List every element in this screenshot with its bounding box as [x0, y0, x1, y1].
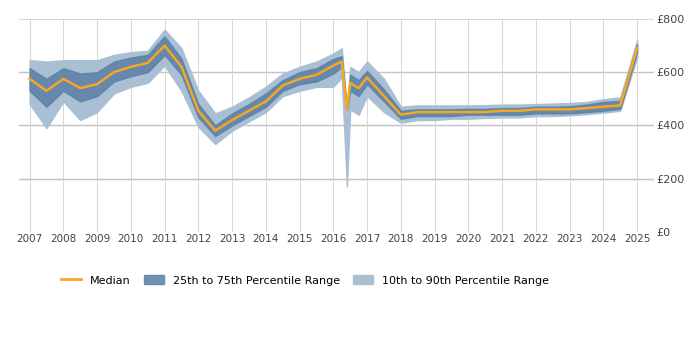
Legend: Median, 25th to 75th Percentile Range, 10th to 90th Percentile Range: Median, 25th to 75th Percentile Range, 1…: [57, 271, 554, 290]
